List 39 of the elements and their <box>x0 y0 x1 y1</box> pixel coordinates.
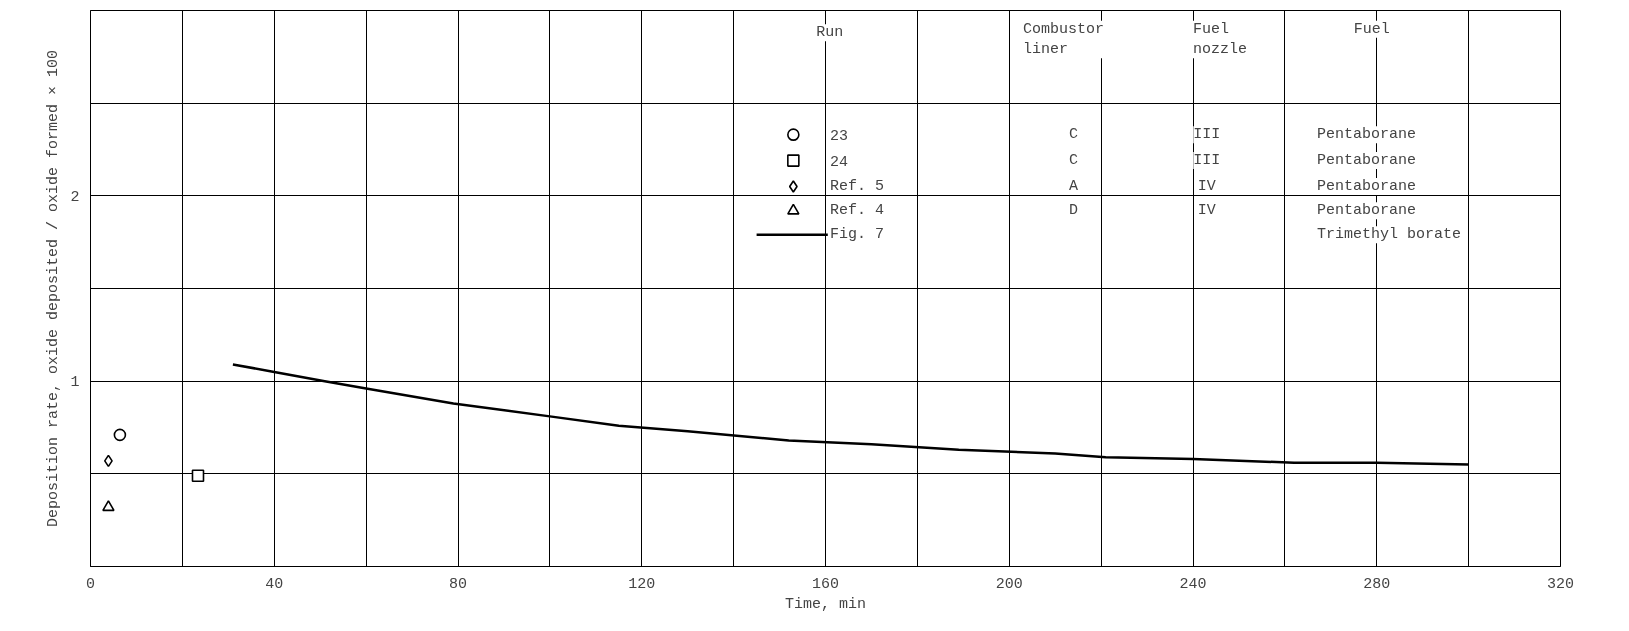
x-axis-title: Time, min <box>784 595 867 613</box>
y-tick-label: 1 <box>70 374 80 392</box>
annotation: Pentaborane <box>1317 202 1417 220</box>
annotation: III <box>1193 152 1221 170</box>
legend-title: Run <box>816 24 844 42</box>
annotation: C <box>1069 126 1079 144</box>
point <box>102 500 115 512</box>
y-axis-title: Deposition rate, oxide deposited / oxide formed × 100 <box>45 49 63 528</box>
x-tick-label: 0 <box>86 575 96 593</box>
point <box>103 454 113 468</box>
annotation: Pentaborane <box>1317 152 1417 170</box>
x-tick-label: 160 <box>812 575 840 593</box>
annotation: IV <box>1197 202 1216 220</box>
x-tick-label: 200 <box>995 575 1023 593</box>
annotation: Combustor liner <box>1023 20 1105 59</box>
y-tick-label: 2 <box>70 188 80 206</box>
x-tick-label: 120 <box>628 575 656 593</box>
legend-label: Fig. 7 <box>830 226 885 244</box>
x-tick-label: 40 <box>265 575 284 593</box>
x-tick-label: 320 <box>1547 575 1575 593</box>
point <box>113 428 127 442</box>
x-tick-label: 280 <box>1363 575 1391 593</box>
legend-label: 23 <box>830 127 849 145</box>
legend-label: Ref. 5 <box>830 178 885 196</box>
annotation: D <box>1069 202 1079 220</box>
x-tick-label: 240 <box>1179 575 1207 593</box>
annotation: A <box>1069 178 1079 196</box>
annotation: Pentaborane <box>1317 126 1417 144</box>
legend-label: 24 <box>830 153 849 171</box>
point <box>191 469 205 482</box>
annotation: Trimethyl borate <box>1317 226 1462 244</box>
annotation: III <box>1193 126 1221 144</box>
annotation: C <box>1069 152 1079 170</box>
x-tick-label: 80 <box>449 575 468 593</box>
legend-label: Ref. 4 <box>830 202 885 220</box>
annotation: Pentaborane <box>1317 178 1417 196</box>
annotation: Fuel <box>1353 20 1390 38</box>
annotation: Fuel nozzle <box>1193 20 1248 59</box>
annotation: IV <box>1197 178 1216 196</box>
